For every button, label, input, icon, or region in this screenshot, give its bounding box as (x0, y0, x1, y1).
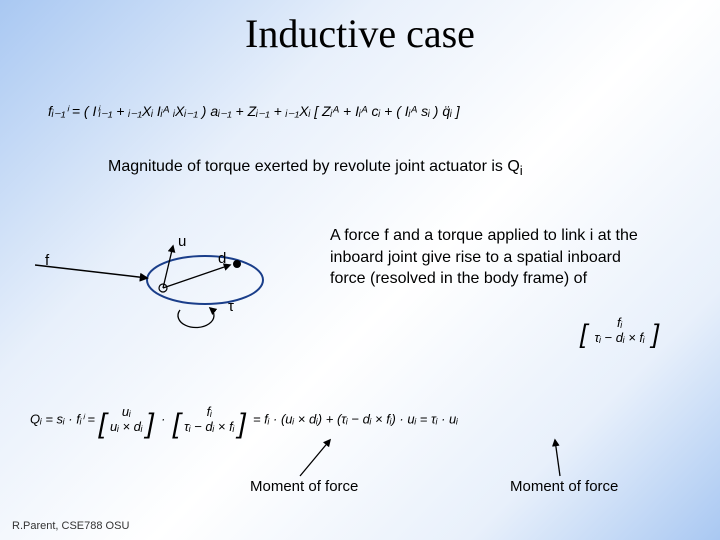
eq-right: [ fᵢ τᵢ − dᵢ × fᵢ ] (580, 316, 659, 349)
f-arrow (35, 265, 147, 278)
moment-label-2: Moment of force (510, 478, 618, 495)
subtitle: Magnitude of torque exerted by revolute … (108, 158, 523, 178)
eq2-b-top: uᵢ (122, 404, 131, 419)
subtitle-sub: i (520, 163, 523, 178)
eq2-d: = fᵢ · (uᵢ × dᵢ) + (τᵢ − dᵢ × fᵢ) · uᵢ =… (253, 411, 458, 426)
eq2-a: Qᵢ = sᵢ · fᵢⁱ = (30, 411, 95, 426)
moment-arrow-1 (300, 440, 330, 476)
d-arrow (163, 265, 230, 288)
body-paragraph: A force f and a torque applied to link i… (330, 225, 660, 290)
slide: Inductive case fᵢ₋₁ⁱ = ( Iⁱᵢ₋₁ + ᵢ₋₁Xᵢ I… (0, 0, 720, 540)
d-label: d (218, 250, 226, 267)
equation-top: fᵢ₋₁ⁱ = ( Iⁱᵢ₋₁ + ᵢ₋₁Xᵢ Iᵢᴬ ᵢXᵢ₋₁ ) aᵢ₋₁… (48, 103, 460, 120)
tau-arrow (178, 308, 214, 328)
moment-label-1: Moment of force (250, 478, 358, 495)
ellipse-diagram (35, 210, 295, 350)
com-dot (233, 260, 241, 268)
eq-right-bot: τᵢ − dᵢ × fᵢ (594, 330, 644, 345)
eq-right-top: fᵢ (617, 315, 622, 330)
f-label: f (45, 252, 49, 269)
u-label: u (178, 233, 186, 250)
moment-arrows (0, 428, 720, 508)
moment-arrow-2 (555, 440, 560, 476)
subtitle-text: Magnitude of torque exerted by revolute … (108, 158, 520, 175)
slide-title: Inductive case (0, 10, 720, 57)
eq2-c-top: fᵢ (207, 404, 212, 419)
u-arrow (163, 246, 173, 288)
tau-label: τ (228, 298, 234, 315)
footer: R.Parent, CSE788 OSU (12, 520, 129, 532)
